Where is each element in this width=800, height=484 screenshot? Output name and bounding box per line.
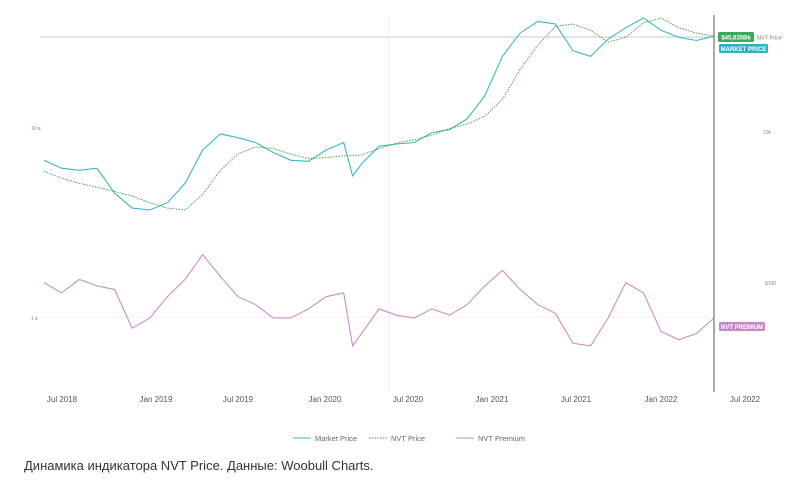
nvt-price-line xyxy=(43,17,715,211)
market-price-tag-badge xyxy=(719,44,768,53)
legend-label: Market Price xyxy=(315,434,357,443)
x-tick-label: Jul 2021 xyxy=(561,395,592,404)
x-tick-label: Jan 2020 xyxy=(309,395,342,404)
legend-label: NVT Premium xyxy=(478,434,525,443)
left-axis-label: 10 в xyxy=(31,126,41,132)
market-price-tag-label: MARKET PRICE xyxy=(721,47,767,53)
chart-svg: Jul 2018 Jan 2019 Jul 2019 Jan 2020 Jul 2020… xyxy=(31,15,782,443)
x-tick-label: Jul 2022 xyxy=(730,395,761,404)
price-tag-series-label: NVT Price xyxy=(757,36,782,42)
x-tick-label: Jan 2022 xyxy=(645,395,678,404)
figure-caption: Динамика индикатора NVT Price. Данные: W… xyxy=(24,458,374,473)
legend-label: NVT Price xyxy=(391,434,425,443)
price-tag-label: $45,835Bk xyxy=(721,36,751,42)
nvt-premium-line xyxy=(43,253,715,348)
left-axis-label: 1 в xyxy=(31,316,38,322)
chart-area: Jul 2018 Jan 2019 Jul 2019 Jan 2020 Jul 2020… xyxy=(31,15,782,443)
x-tick-label: Jul 2020 xyxy=(393,395,424,404)
market-price-line xyxy=(43,17,715,211)
right-axis-label: 10k xyxy=(763,130,772,136)
x-tick-label: Jan 2021 xyxy=(476,395,509,404)
x-tick-label: Jul 2018 xyxy=(47,395,78,404)
x-tick-label: Jul 2019 xyxy=(223,395,254,404)
price-tag-badge xyxy=(718,32,754,42)
nvt-premium-tag-badge xyxy=(719,322,765,331)
nvt-premium-tag-label: NVT PREMIUM xyxy=(721,325,763,331)
right-axis-label: $100 xyxy=(765,281,776,287)
x-tick-label: Jan 2019 xyxy=(140,395,173,404)
